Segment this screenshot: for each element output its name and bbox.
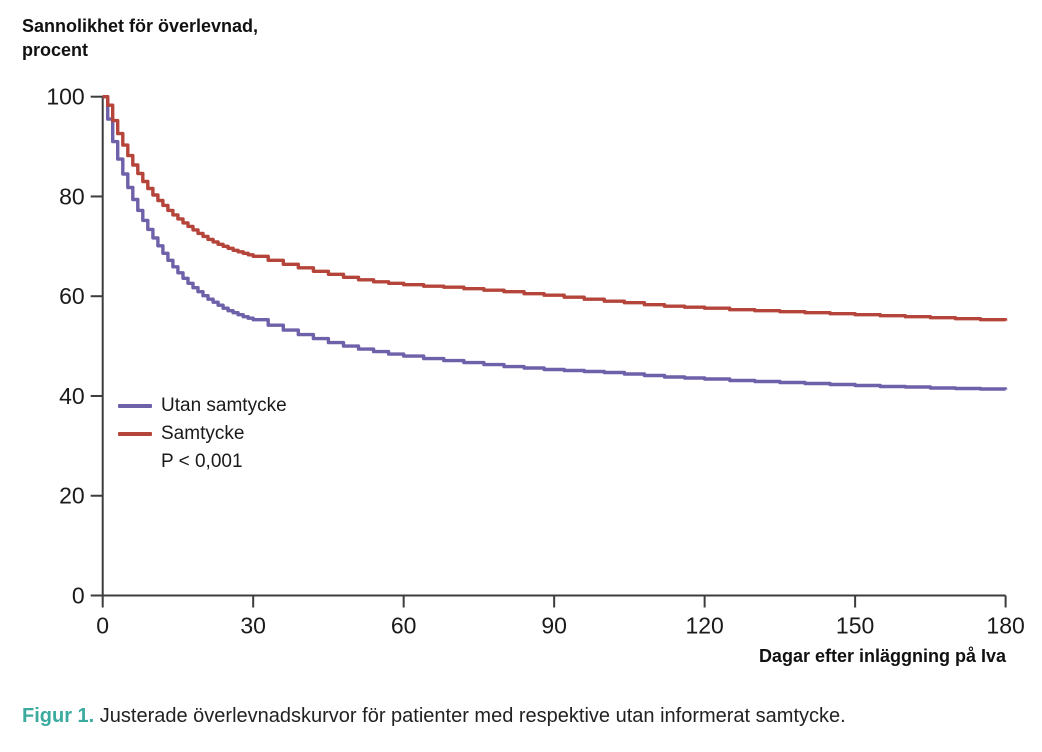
legend-item-samtycke: Samtycke bbox=[118, 423, 287, 445]
legend-label: Utan samtycke bbox=[161, 395, 287, 416]
x-tick-label: 120 bbox=[685, 613, 723, 639]
x-tick-label: 60 bbox=[391, 613, 417, 639]
series-utan-samtycke-curve bbox=[102, 95, 1008, 391]
x-tick-label: 180 bbox=[986, 613, 1024, 639]
figure-caption-label: Figur 1. bbox=[22, 705, 95, 727]
y-tick-label: 40 bbox=[59, 383, 85, 409]
y-tick-label: 0 bbox=[72, 583, 85, 609]
legend: Utan samtycke Samtycke P < 0,001 bbox=[118, 395, 287, 473]
y-tick-label: 80 bbox=[59, 183, 85, 209]
legend-item-utan-samtycke: Utan samtycke bbox=[118, 395, 287, 417]
axes bbox=[101, 96, 1006, 597]
y-tick-label: 60 bbox=[59, 283, 85, 309]
x-tick-label: 30 bbox=[240, 613, 266, 639]
x-tick-label: 150 bbox=[836, 613, 874, 639]
y-tick-label: 100 bbox=[46, 84, 84, 110]
legend-label: Samtycke bbox=[161, 423, 245, 444]
series-samtycke-curve bbox=[102, 95, 1008, 322]
legend-swatch-purple bbox=[118, 404, 152, 408]
y-tick-label: 20 bbox=[59, 483, 85, 509]
survival-plot: 0 20 40 60 80 100 0 30 60 90 120 150 180 bbox=[46, 84, 1024, 639]
x-tick-label: 90 bbox=[541, 613, 567, 639]
legend-swatch-red bbox=[118, 432, 152, 436]
figure-caption-text: Justerade överlevnadskurvor för patiente… bbox=[94, 705, 846, 727]
figure-caption: Figur 1. Justerade överlevnadskurvor för… bbox=[22, 703, 1012, 729]
x-axis-title: Dagar efter inläggning på Iva bbox=[758, 646, 1006, 666]
p-value-annotation: P < 0,001 bbox=[161, 451, 243, 472]
y-axis-title: Sannolikhet för överlevnad, procent bbox=[22, 16, 259, 61]
x-tick-label: 0 bbox=[96, 613, 109, 639]
